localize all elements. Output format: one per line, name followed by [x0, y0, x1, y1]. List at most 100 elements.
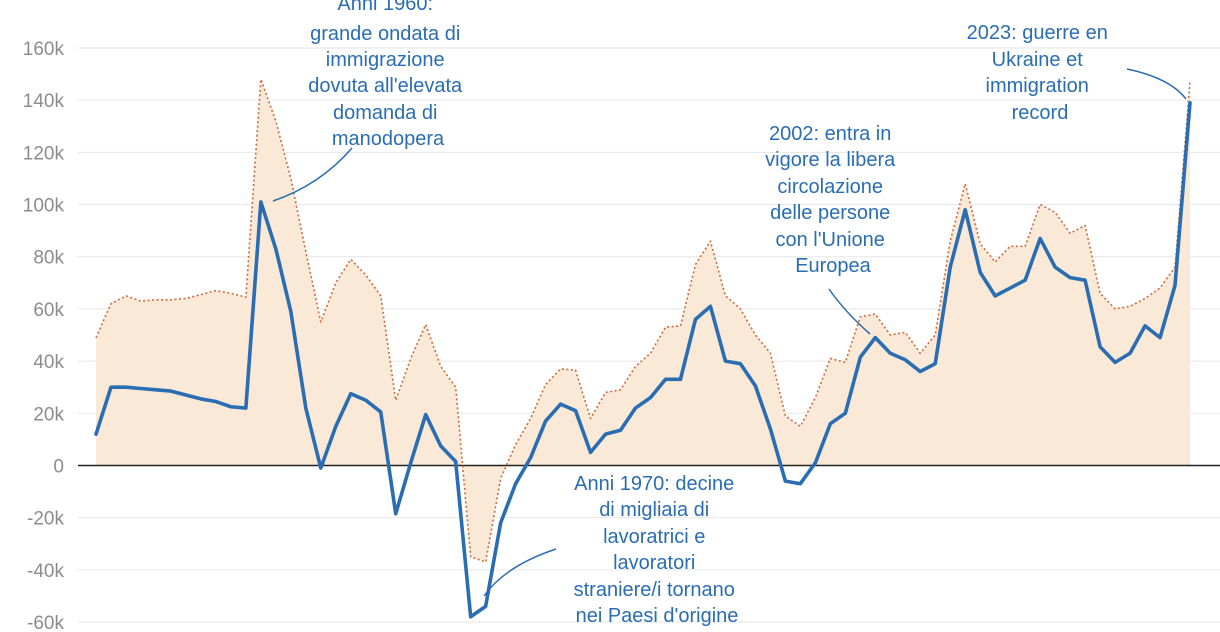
net-data-point [245, 407, 247, 409]
net-data-point [799, 483, 801, 485]
gross-data-point [814, 396, 816, 398]
net-data-point [1054, 266, 1056, 268]
net-data-point [889, 352, 891, 354]
gross-data-point [1024, 245, 1026, 247]
annotation-2023-line: 2023: guerre en [967, 22, 1108, 44]
annotation-1970s-leader [483, 548, 557, 597]
gross-data-point [439, 365, 441, 367]
gross-data-point [1039, 203, 1041, 205]
gross-data-point [664, 326, 666, 328]
net-data-point [410, 462, 412, 464]
net-data-point [260, 201, 262, 203]
net-data-point [305, 407, 307, 409]
net-data-point [934, 363, 936, 365]
net-data-point [1189, 102, 1191, 104]
gross-data-point [1129, 305, 1131, 307]
gross-data-point [320, 321, 322, 323]
gross-data-point [1009, 245, 1011, 247]
net-data-point [454, 460, 456, 462]
gross-data-point [170, 299, 172, 301]
net-data-point [634, 407, 636, 409]
net-data-point [200, 398, 202, 400]
net-data-point [544, 420, 546, 422]
gross-data-point [514, 443, 516, 445]
net-data-point [589, 451, 591, 453]
gross-data-point [230, 292, 232, 294]
annotation-2002-line: 2002: entra in [769, 123, 891, 145]
gross-data-point [724, 295, 726, 297]
gross-data-point [245, 296, 247, 298]
annotation-1960s-leader [272, 147, 353, 202]
net-data-point [739, 363, 741, 365]
net-data-point [335, 425, 337, 427]
annotation-1970s-line: di migliaia di [599, 499, 709, 521]
annotation-2002-line: Europea [795, 255, 871, 277]
y-tick-label: 80k [33, 248, 64, 269]
annotation-1970s-line: Anni 1970: decine [574, 473, 734, 495]
gross-data-point [125, 295, 127, 297]
gross-data-point [395, 399, 397, 401]
gross-data-point [964, 182, 966, 184]
annotation-1960s-line: dovuta all'elevata [308, 75, 463, 97]
gross-data-point [1099, 292, 1101, 294]
y-tick-label: -60k [27, 613, 64, 632]
gross-data-point [679, 325, 681, 327]
area-layer [78, 79, 1220, 562]
gross-data-point [95, 336, 97, 338]
net-data-point [140, 387, 142, 389]
gross-data-point [574, 369, 576, 371]
gross-data-point [424, 323, 426, 325]
gross-data-point [410, 357, 412, 359]
net-data-point [694, 318, 696, 320]
gross-data-point [994, 261, 996, 263]
net-data-point [604, 433, 606, 435]
gross-data-point [694, 263, 696, 265]
annotation-1960s-line: immigrazione [326, 49, 445, 71]
gross-data-point [1069, 232, 1071, 234]
gross-data-point [949, 240, 951, 242]
gross-data-point [1174, 266, 1176, 268]
annotation-1960s: Anni 1960: grande ondata di immigrazione… [308, 0, 468, 150]
net-data-point [125, 386, 127, 388]
net-data-point [964, 209, 966, 211]
gross-data-point [1159, 287, 1161, 289]
annotation-2002-line: vigore la libera [765, 149, 896, 171]
gross-data-point [634, 365, 636, 367]
gross-data-point [110, 302, 112, 304]
gross-data-point [335, 282, 337, 284]
y-tick-label: 60k [33, 300, 64, 321]
net-data-point [395, 513, 397, 515]
gross-data-point [844, 361, 846, 363]
net-data-point [424, 413, 426, 415]
net-data-point [499, 522, 501, 524]
net-data-point [754, 385, 756, 387]
net-data-point [1144, 325, 1146, 327]
gross-data-point [769, 352, 771, 354]
gross-data-point [1054, 211, 1056, 213]
gross-data-point [200, 293, 202, 295]
y-tick-label: 40k [33, 352, 64, 373]
net-data-point [514, 483, 516, 485]
net-data-point [769, 428, 771, 430]
gross-data-point [544, 383, 546, 385]
net-data-point [1039, 237, 1041, 239]
gross-data-point [889, 334, 891, 336]
annotation-1970s-line: straniere/i tornano [574, 579, 735, 601]
gross-data-point [499, 477, 501, 479]
gross-data-point [215, 289, 217, 291]
gross-data-point [589, 417, 591, 419]
annotation-1970s-line: lavoratrici e [603, 526, 705, 548]
gross-data-point [365, 274, 367, 276]
gross-data-point [709, 240, 711, 242]
annotation-1970s-line: lavoratori [613, 552, 695, 574]
gross-data-point [1084, 224, 1086, 226]
gross-data-point [380, 295, 382, 297]
gross-data-point [799, 425, 801, 427]
net-data-point [949, 266, 951, 268]
annotation-2023-line: Ukraine et [992, 49, 1084, 71]
y-tick-label: 100k [23, 196, 65, 217]
net-data-point [649, 396, 651, 398]
net-data-point [619, 429, 621, 431]
gross-data-point [275, 120, 277, 122]
